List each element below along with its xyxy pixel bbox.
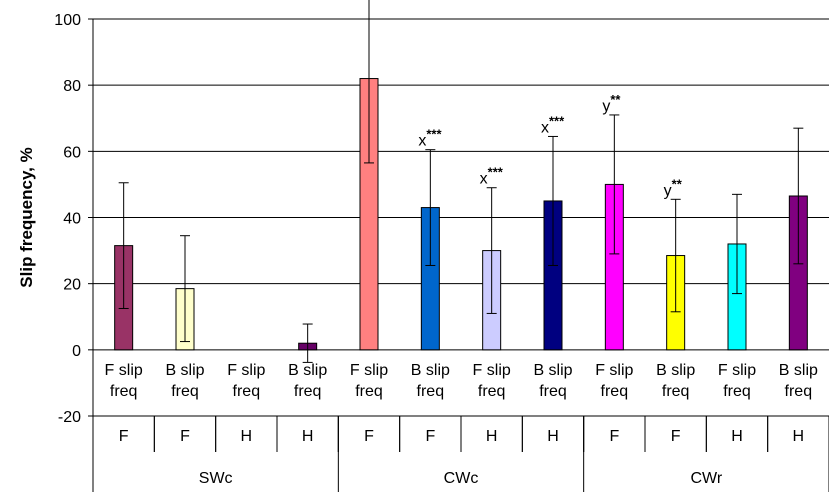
y-tick-label: 60 xyxy=(63,144,81,161)
axes: -20 0 20 40 60 80 100 xyxy=(54,12,94,426)
subgroup-label: F xyxy=(609,428,619,445)
significance-label: x*** xyxy=(541,113,565,136)
significance-label: x*** xyxy=(418,127,442,150)
significance-stars: *** xyxy=(488,165,504,180)
significance-stars: ** xyxy=(610,92,621,107)
category-label-line1: B slip xyxy=(288,362,327,379)
subgroup-label: H xyxy=(793,428,805,445)
significance-stars: ** xyxy=(672,176,683,191)
category-label-line1: B slip xyxy=(533,362,572,379)
category-label-line1: F slip xyxy=(350,362,388,379)
category-label-line1: B slip xyxy=(165,362,204,379)
category-label-line2: freq xyxy=(417,383,445,400)
y-tick-label: 20 xyxy=(63,277,81,294)
y-tick-label: 40 xyxy=(63,211,81,228)
category-label-line2: freq xyxy=(233,383,261,400)
y-tick-label: 80 xyxy=(63,78,81,95)
significance-label: y** xyxy=(602,92,621,115)
category-label-line2: freq xyxy=(294,383,322,400)
category-label-line2: freq xyxy=(171,383,199,400)
group-label: SWc xyxy=(199,470,233,487)
subgroup-label: F xyxy=(364,428,374,445)
subgroup-label: H xyxy=(486,428,498,445)
significance-stars: *** xyxy=(426,127,442,142)
significance-letter: x xyxy=(541,119,549,136)
category-label-line1: F slip xyxy=(227,362,265,379)
category-label-line2: freq xyxy=(723,383,751,400)
category-label-line1: F slip xyxy=(718,362,756,379)
grid-lines xyxy=(93,18,829,417)
subgroup-label: F xyxy=(119,428,129,445)
subgroup-label: H xyxy=(731,428,743,445)
category-label-line2: freq xyxy=(785,383,813,400)
subgroup-label: F xyxy=(180,428,190,445)
category-label-line1: B slip xyxy=(656,362,695,379)
category-label-line2: freq xyxy=(478,383,506,400)
category-label-line1: B slip xyxy=(779,362,818,379)
subgroup-label: F xyxy=(425,428,435,445)
significance-letter: y xyxy=(664,182,672,199)
bars: x***x***x***x***y**y** xyxy=(114,0,808,363)
category-label-line1: B slip xyxy=(411,362,450,379)
subgroup-label: H xyxy=(547,428,559,445)
y-tick-label: -20 xyxy=(58,409,81,426)
group-label: CWc xyxy=(444,470,479,487)
significance-letter: x xyxy=(418,133,426,150)
significance-label: x*** xyxy=(480,165,504,188)
significance-letter: x xyxy=(480,171,488,188)
group-label: CWr xyxy=(690,470,722,487)
subgroup-label: H xyxy=(302,428,314,445)
category-label-line1: F slip xyxy=(595,362,633,379)
significance-stars: *** xyxy=(549,113,565,128)
significance-letter: y xyxy=(602,98,610,115)
subgroup-label: F xyxy=(671,428,681,445)
category-axis: F slip freq F B slip freq F F slip freq H B slip f… xyxy=(92,362,829,492)
significance-label: y** xyxy=(664,176,683,199)
category-label-line2: freq xyxy=(539,383,567,400)
y-tick-label: 0 xyxy=(72,343,81,360)
category-label-line1: F slip xyxy=(473,362,511,379)
category-label-line2: freq xyxy=(110,383,138,400)
subgroup-label: H xyxy=(241,428,253,445)
y-axis-title: Slip frequency, % xyxy=(17,147,36,287)
category-label-line1: F slip xyxy=(105,362,143,379)
category-label-line2: freq xyxy=(355,383,383,400)
y-tick-label: 100 xyxy=(54,12,81,29)
category-label-line2: freq xyxy=(662,383,690,400)
category-label-line2: freq xyxy=(601,383,629,400)
